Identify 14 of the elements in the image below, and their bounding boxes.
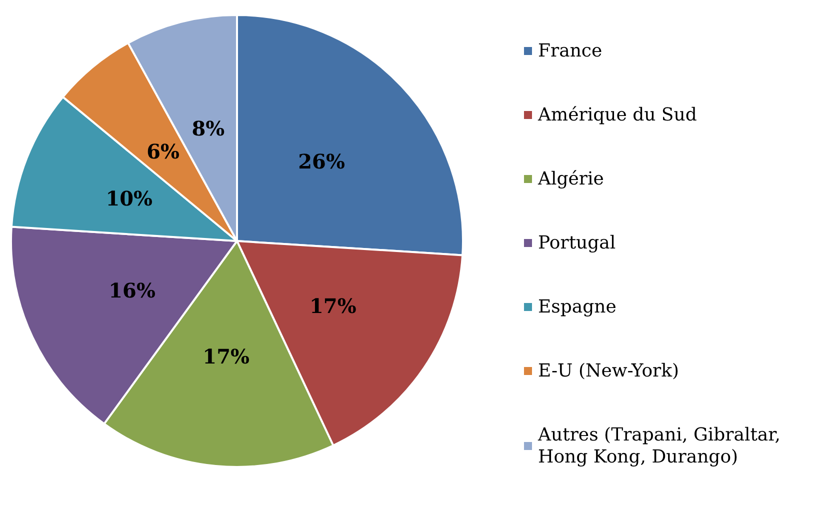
legend-label: Espagne [538, 296, 616, 318]
data-label: 17% [202, 344, 250, 368]
data-label: 26% [298, 150, 345, 174]
legend-label: E-U (New-York) [538, 360, 680, 382]
data-label: 16% [108, 278, 156, 302]
data-label: 6% [146, 140, 180, 164]
legend-label: Autres (Trapani, Gibraltar, Hong Kong, Durango) [537, 424, 786, 468]
legend-label: Portugal [538, 232, 616, 254]
legend-label: Amérique du Sud [537, 104, 697, 126]
legend-label: France [538, 40, 602, 62]
data-label: 8% [192, 116, 225, 141]
data-label: 17% [310, 294, 356, 318]
data-label: 10% [106, 186, 153, 210]
legend-label: Algérie [537, 168, 604, 190]
